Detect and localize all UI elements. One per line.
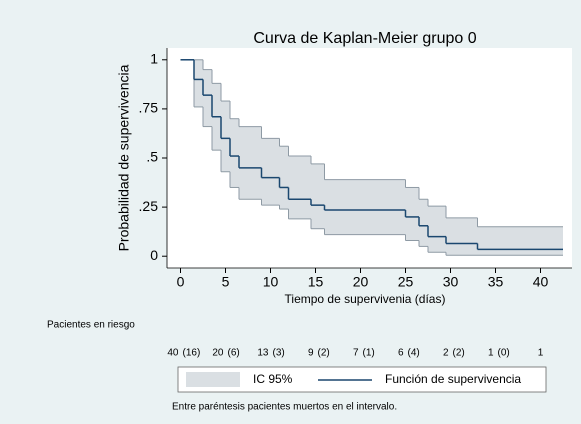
risk-n: 20: [212, 348, 224, 359]
ci-band: [203, 69, 212, 127]
risk-n: 9: [308, 348, 314, 359]
risk-events: (0): [498, 348, 510, 359]
x-axis-title: Tiempo de supervivenia (días): [285, 292, 446, 306]
x-tick-label: 5: [222, 274, 230, 290]
chart-title: Curva de Kaplan-Meier grupo 0: [253, 30, 476, 47]
ci-band: [419, 199, 428, 247]
ci-band: [230, 118, 239, 188]
y-tick-label: .75: [139, 100, 159, 116]
y-tick-label: .25: [139, 198, 159, 214]
y-tick-label: 1: [150, 50, 158, 66]
ci-band: [405, 187, 419, 241]
ci-band: [324, 179, 406, 235]
risk-n: 1: [538, 348, 544, 359]
legend-swatch-ci: [186, 372, 240, 387]
x-tick-label: 15: [308, 274, 324, 290]
legend-label: IC 95%: [253, 372, 293, 386]
risk-events: (16): [183, 348, 201, 359]
ci-band: [428, 206, 446, 253]
x-tick-label: 20: [353, 274, 369, 290]
ci-band: [261, 138, 280, 206]
risk-events: (4): [408, 348, 420, 359]
ci-band: [288, 156, 311, 219]
ci-band: [279, 146, 289, 210]
risk-n: 40: [167, 348, 179, 359]
risk-n: 7: [353, 348, 359, 359]
x-tick-label: 35: [488, 274, 504, 290]
risk-n: 13: [257, 348, 269, 359]
ci-band: [221, 101, 230, 172]
risk-events: (1): [363, 348, 375, 359]
x-tick-label: 10: [263, 274, 279, 290]
risk-events: (3): [273, 348, 285, 359]
risk-n: 6: [398, 348, 404, 359]
y-tick-label: .5: [146, 149, 158, 165]
risk-n: 2: [443, 348, 449, 359]
risk-title: Pacientes en riesgo: [47, 320, 135, 331]
y-tick-label: 0: [150, 247, 158, 263]
ci-band: [477, 226, 563, 256]
x-tick-label: 30: [443, 274, 459, 290]
x-tick-label: 40: [533, 274, 549, 290]
x-tick-label: 25: [398, 274, 414, 290]
ci-band: [311, 163, 325, 229]
risk-events: (6): [228, 348, 240, 359]
legend-label: Función de supervivencia: [385, 372, 521, 386]
y-axis-title: Probabilidad de supervivencia: [116, 64, 132, 251]
risk-n: 1: [488, 348, 494, 359]
risk-events: (2): [453, 348, 465, 359]
ci-band: [446, 217, 478, 256]
note: Entre paréntesis pacientes muertos en el…: [172, 402, 397, 413]
risk-events: (2): [318, 348, 330, 359]
x-tick-label: 0: [177, 274, 185, 290]
ci-band: [194, 59, 203, 107]
ci-band: [239, 126, 262, 200]
